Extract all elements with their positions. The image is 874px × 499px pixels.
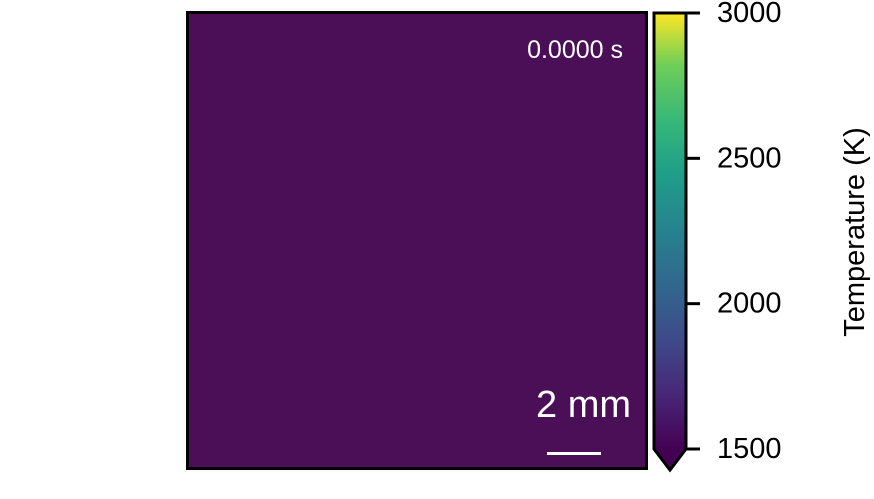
colorbar-tick-label: 3000 <box>717 0 782 29</box>
colorbar-label: Temperature (K) <box>839 127 871 337</box>
colorbar-outline <box>652 11 688 473</box>
colorbar-tick-label: 1500 <box>717 433 782 465</box>
colorbar-tick-label: 2000 <box>717 288 782 320</box>
temperature-field-panel: 0.0000 s 2 mm <box>186 11 648 470</box>
colorbar-tick-label: 2500 <box>717 142 782 174</box>
scale-bar <box>547 452 601 455</box>
scale-bar-label: 2 mm <box>536 384 631 426</box>
time-label: 0.0000 s <box>527 36 623 64</box>
colorbar-gradient <box>654 13 686 449</box>
colorbar-extend-min <box>654 449 686 470</box>
